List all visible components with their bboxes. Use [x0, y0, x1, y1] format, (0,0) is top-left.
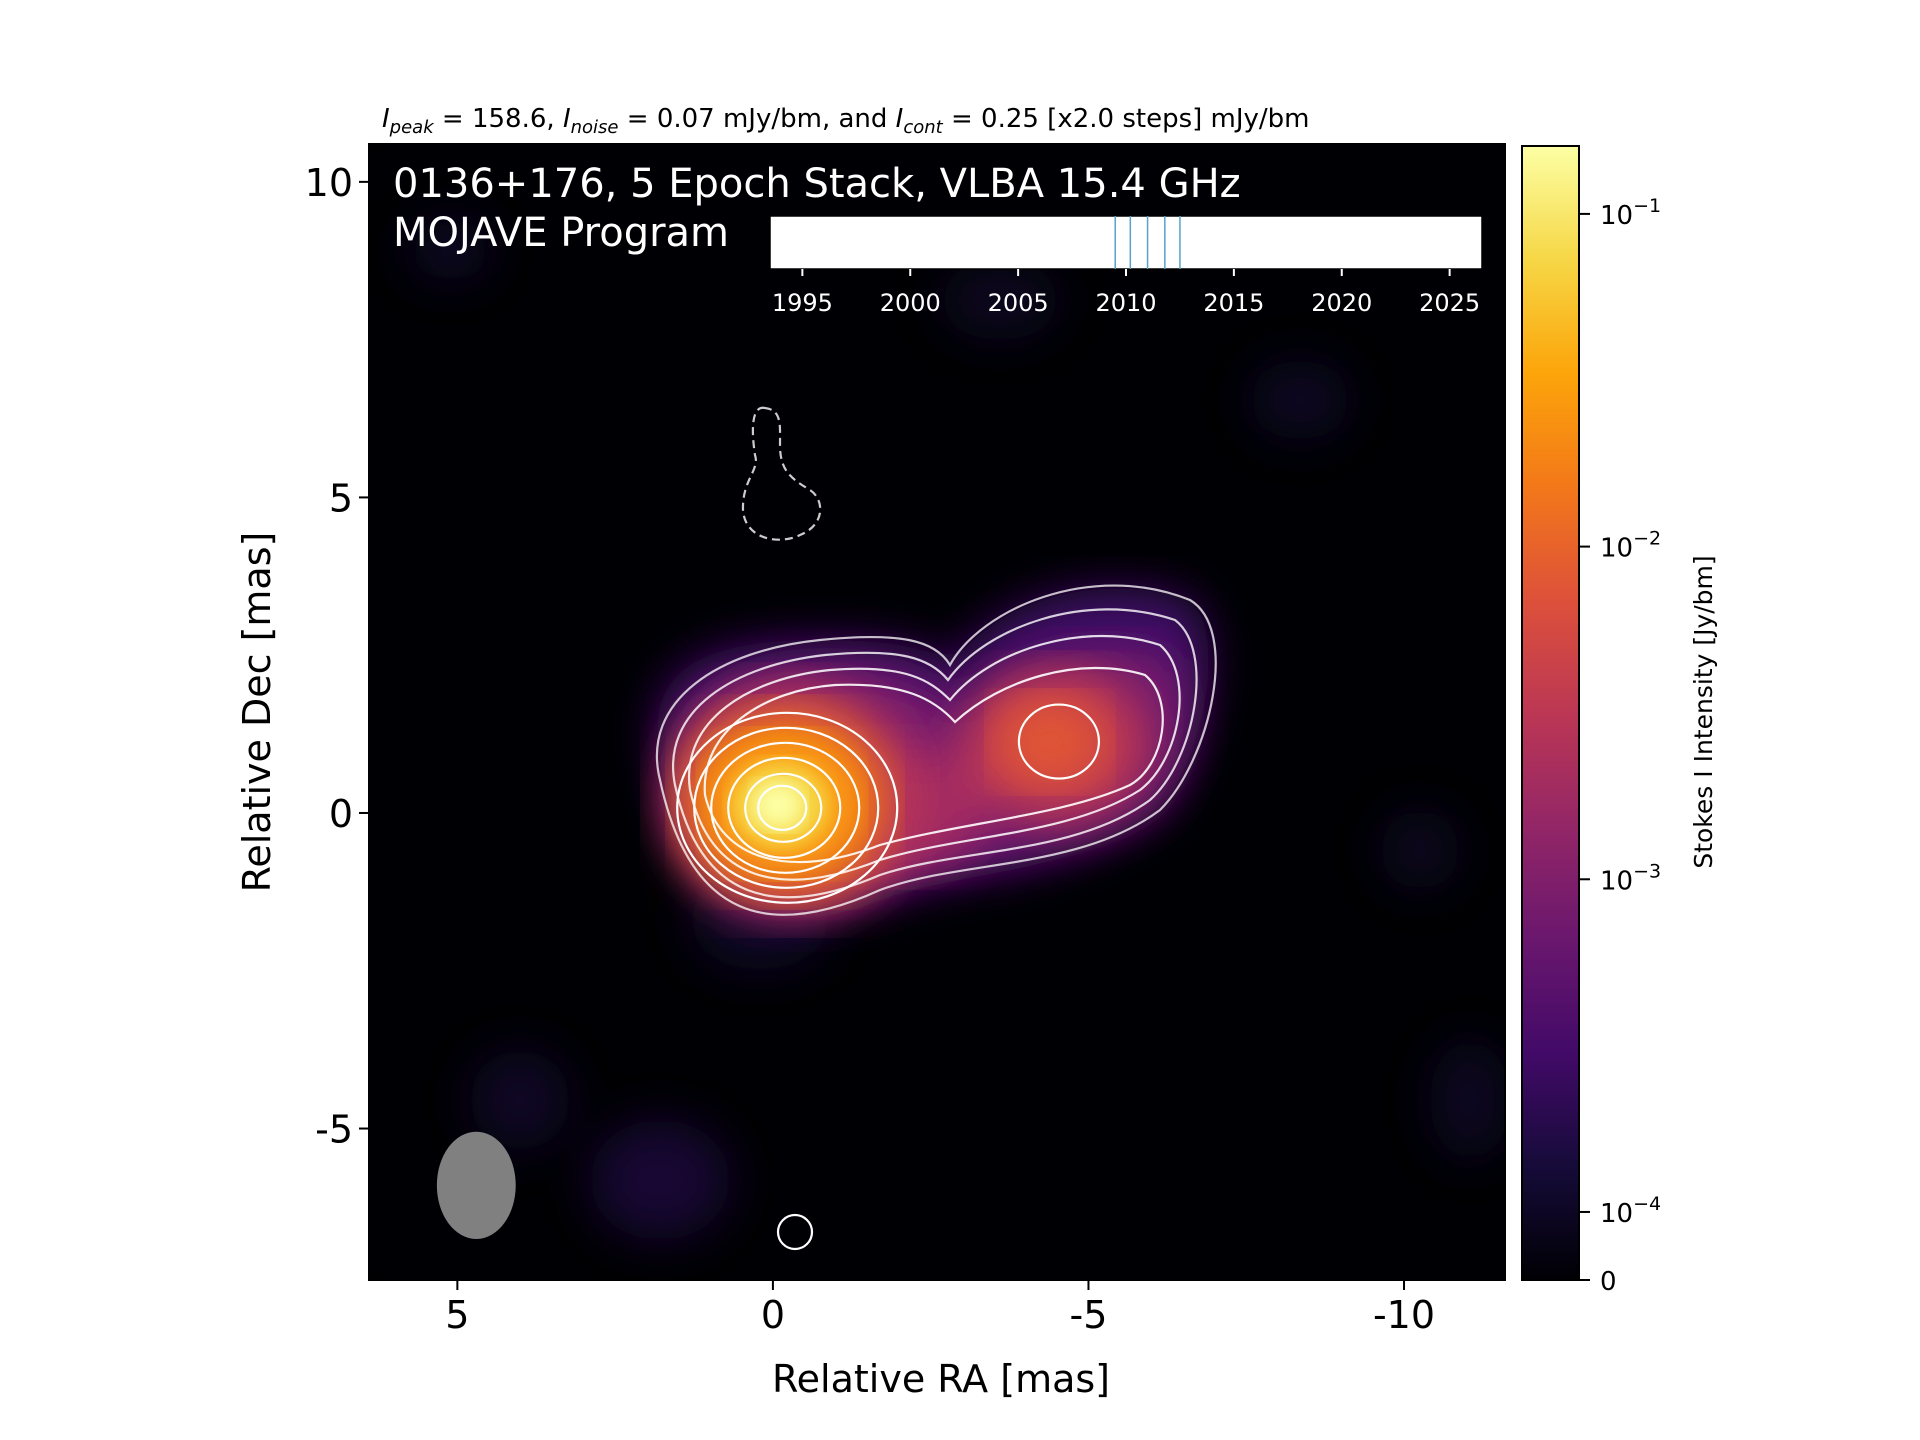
contour-16 — [710, 741, 861, 874]
timeline-box — [769, 215, 1483, 270]
y-tick-label: 0 — [329, 792, 353, 836]
x-tick-label: -10 — [1373, 1293, 1435, 1337]
contour-0.5 — [672, 608, 1198, 899]
x-axis-label: Relative RA [mas] — [772, 1357, 1110, 1401]
timeline-tick-label: 2015 — [1203, 289, 1264, 317]
image-panel: 1995 2000 2005 2010 2015 2020 2025 0136+176, 5… — [368, 143, 1506, 1281]
colorbar-tick-label: 0 — [1600, 1267, 1617, 1297]
colorbar-label: Stokes I Intensity [Jy/bm] — [1689, 555, 1718, 868]
timeline-tick-label: 2010 — [1095, 289, 1156, 317]
x-tick-label: 5 — [445, 1293, 469, 1337]
epoch-timeline: 1995 2000 2005 2010 2015 2020 2025 — [769, 215, 1483, 317]
y-tick-label: -5 — [315, 1108, 353, 1152]
contour-0.25 — [655, 584, 1217, 916]
colorbar-tick-label: 10−2 — [1600, 528, 1661, 564]
timeline-tick-label: 2025 — [1419, 289, 1480, 317]
contour-1 — [687, 634, 1181, 881]
y-tick-label: 10 — [305, 161, 353, 205]
contour-isolated — [776, 1213, 814, 1251]
beam-ellipse — [436, 1131, 516, 1239]
y-axis-label: Relative Dec [mas] — [235, 532, 279, 893]
contour-jet-knot — [1017, 703, 1101, 780]
contour-128 — [757, 784, 808, 831]
timeline-tick-label: 2000 — [880, 289, 941, 317]
colorbar-tick-label: 10−3 — [1600, 860, 1661, 896]
intensity-map — [410, 220, 1505, 1240]
contour-2 — [703, 666, 1164, 864]
contour-32 — [727, 756, 842, 859]
y-axis: 10 5 0 -5 — [305, 161, 369, 1152]
negative-contour — [741, 406, 822, 541]
x-tick-label: -5 — [1070, 1293, 1108, 1337]
axes-frame — [368, 143, 1506, 1281]
x-tick-label: 0 — [761, 1293, 785, 1337]
timeline-tick-label: 2020 — [1311, 289, 1372, 317]
colorbar: 10−1 10−2 10−3 10−4 0 Stokes I Intensity [Jy… — [1521, 145, 1718, 1297]
contour-4 — [676, 711, 899, 904]
y-tick-label: 5 — [329, 476, 353, 520]
contour-64 — [744, 772, 823, 843]
colorbar-tick-label: 10−1 — [1600, 195, 1661, 231]
timeline-tick-label: 1995 — [772, 289, 833, 317]
colorbar-gradient — [1521, 145, 1580, 1281]
x-axis: 5 0 -5 -10 — [445, 1280, 1435, 1337]
chart-title: Ipeak = 158.6, Inoise = 0.07 mJy/bm, and… — [382, 104, 1310, 138]
timeline-tick-label: 2005 — [988, 289, 1049, 317]
contour-lines — [655, 406, 1217, 1251]
source-label: 0136+176, 5 Epoch Stack, VLBA 15.4 GHz — [393, 161, 1241, 207]
colorbar-tick-label: 10−4 — [1600, 1193, 1661, 1229]
contour-8 — [693, 726, 880, 889]
program-label: MOJAVE Program — [393, 210, 729, 256]
